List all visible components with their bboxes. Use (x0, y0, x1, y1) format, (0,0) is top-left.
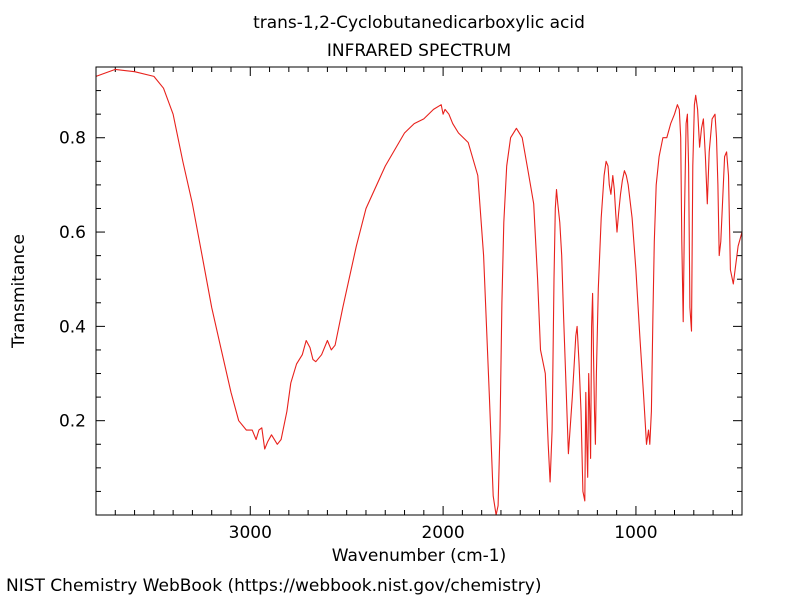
spectrum-line (95, 68, 743, 516)
y-tick-label: 0.4 (59, 317, 86, 337)
tick-labels: 3000 2000 1000 0.2 0.4 0.6 0.8 (59, 129, 658, 543)
x-tick-label: 3000 (229, 523, 272, 543)
x-tick-label: 1000 (614, 523, 657, 543)
y-tick-label: 0.6 (59, 223, 86, 243)
plot-frame (95, 66, 743, 516)
source-footer: NIST Chemistry WebBook (https://webbook.… (6, 576, 542, 596)
y-tick-label: 0.2 (59, 412, 86, 432)
y-axis-label: Transmitance (9, 234, 29, 349)
y-tick-label: 0.8 (59, 129, 86, 149)
axis-ticks (96, 67, 742, 515)
chart-title: trans-1,2-Cyclobutanedicarboxylic acid (253, 13, 585, 33)
chart-subtitle: INFRARED SPECTRUM (327, 41, 511, 61)
x-tick-label: 2000 (421, 523, 464, 543)
x-axis-label: Wavenumber (cm-1) (332, 546, 507, 566)
